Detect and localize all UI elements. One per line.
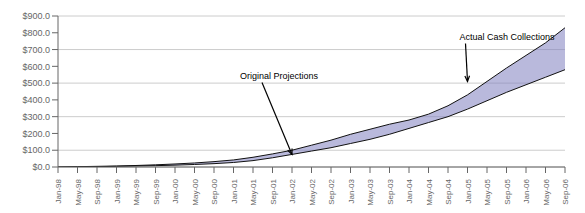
svg-text:May-04: May-04 xyxy=(425,178,434,205)
svg-text:Jan-05: Jan-05 xyxy=(464,178,473,203)
svg-text:$400.0: $400.0 xyxy=(22,95,50,105)
svg-text:$700.0: $700.0 xyxy=(22,45,50,55)
svg-text:Sep-05: Sep-05 xyxy=(503,178,512,204)
svg-text:May-99: May-99 xyxy=(132,178,141,205)
svg-text:May-05: May-05 xyxy=(483,178,492,205)
svg-text:May-03: May-03 xyxy=(366,178,375,205)
svg-text:Sep-98: Sep-98 xyxy=(93,178,102,204)
svg-text:$500.0: $500.0 xyxy=(22,78,50,88)
svg-text:$300.0: $300.0 xyxy=(22,112,50,122)
svg-text:Jan-99: Jan-99 xyxy=(113,178,122,203)
svg-text:$800.0: $800.0 xyxy=(22,28,50,38)
svg-text:May-06: May-06 xyxy=(542,178,551,205)
svg-text:May-98: May-98 xyxy=(74,178,83,205)
svg-text:Sep-06: Sep-06 xyxy=(561,178,570,204)
svg-text:Jan-06: Jan-06 xyxy=(522,178,531,203)
svg-text:$600.0: $600.0 xyxy=(22,62,50,72)
svg-text:Sep-99: Sep-99 xyxy=(152,178,161,204)
svg-text:Sep-01: Sep-01 xyxy=(269,178,278,204)
svg-text:Sep-04: Sep-04 xyxy=(444,178,453,204)
svg-text:May-02: May-02 xyxy=(308,178,317,205)
svg-text:Sep-02: Sep-02 xyxy=(327,178,336,204)
svg-text:Jan-02: Jan-02 xyxy=(288,178,297,203)
svg-text:Original Projections: Original Projections xyxy=(240,71,319,81)
svg-text:Jan-04: Jan-04 xyxy=(405,178,414,203)
svg-text:$200.0: $200.0 xyxy=(22,129,50,139)
svg-text:Jan-01: Jan-01 xyxy=(230,178,239,203)
svg-text:May-01: May-01 xyxy=(249,178,258,205)
svg-text:$0.0: $0.0 xyxy=(32,162,50,172)
svg-text:Jan-03: Jan-03 xyxy=(347,178,356,203)
svg-text:Sep-00: Sep-00 xyxy=(210,178,219,204)
svg-text:Jan-00: Jan-00 xyxy=(171,178,180,203)
svg-text:$100.0: $100.0 xyxy=(22,145,50,155)
svg-text:Actual Cash Collections: Actual Cash Collections xyxy=(460,32,556,42)
svg-text:Jan-98: Jan-98 xyxy=(54,178,63,203)
svg-text:Sep-03: Sep-03 xyxy=(386,178,395,204)
svg-text:$900.0: $900.0 xyxy=(22,11,50,21)
svg-text:May-00: May-00 xyxy=(191,178,200,205)
